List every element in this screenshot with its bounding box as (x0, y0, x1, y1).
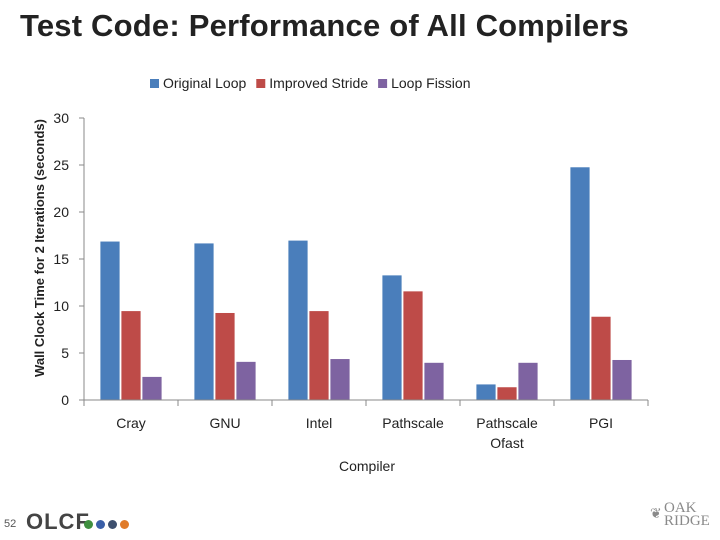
y-tick-label: 10 (53, 298, 69, 314)
y-tick-label: 30 (53, 110, 69, 126)
x-axis: Cray GNU Intel Pathscale Pathscale Ofast PGI (83, 399, 649, 451)
bar-original-loop (287, 239, 309, 401)
bar-original-loop (381, 274, 403, 401)
y-tick-label: 20 (53, 204, 69, 220)
leaf-icon: ❦ (650, 507, 662, 522)
bar-original-loop (193, 242, 215, 401)
bar-loop-fission (141, 376, 163, 401)
bar-loop-fission (235, 361, 257, 401)
legend-swatch (378, 79, 388, 88)
bar-loop-fission (423, 361, 445, 401)
logo-dot-navy (108, 520, 117, 529)
bar-loop-fission (611, 359, 633, 401)
y-axis: 0 5 10 15 20 25 30 (53, 110, 85, 408)
logo-dot-orange (120, 520, 129, 529)
bar-improved-stride (120, 310, 142, 401)
logo-dots (84, 520, 129, 529)
logo-dot-green (84, 520, 93, 529)
legend-swatch (150, 79, 159, 88)
chart-bars (99, 166, 633, 401)
x-tick-label: PGI (589, 415, 613, 431)
legend-swatch (256, 79, 266, 88)
x-tick-label: Pathscale (382, 415, 444, 431)
y-axis-label: Wall Clock Time for 2 Iterations (second… (32, 119, 47, 377)
legend-entry: Original Loop (163, 75, 246, 91)
bar-improved-stride (402, 290, 424, 401)
chart-legend: Original Loop Improved Stride Loop Fission (150, 75, 471, 91)
bar-loop-fission (517, 361, 539, 401)
oak-ridge-logo-line1: OAK (664, 500, 697, 516)
x-tick-label: Cray (116, 415, 146, 431)
bar-improved-stride (214, 312, 236, 401)
x-axis-label: Compiler (339, 458, 395, 474)
y-tick-label: 25 (53, 157, 69, 173)
olcf-logo: OLCF (26, 509, 90, 534)
x-tick-label: GNU (209, 415, 240, 431)
legend-entry: Loop Fission (391, 75, 470, 91)
y-tick-label: 15 (53, 251, 69, 267)
page-number: 52 (4, 518, 17, 530)
bar-chart: Original Loop Improved Stride Loop Fission… (32, 75, 649, 474)
y-tick-label: 5 (61, 345, 69, 361)
bar-loop-fission (329, 358, 351, 401)
x-tick-label: Intel (306, 415, 332, 431)
bar-improved-stride (496, 386, 518, 401)
bar-improved-stride (590, 315, 612, 401)
bar-improved-stride (308, 310, 330, 401)
legend-entry: Improved Stride (269, 75, 368, 91)
x-tick-label: Pathscale Ofast (476, 415, 538, 451)
oak-ridge-logo-line2: RIDGE (664, 513, 710, 529)
slide-title: Test Code: Performance of All Compilers (20, 8, 629, 43)
bar-original-loop (569, 166, 591, 401)
oak-ridge-logo: ❦ OAK RIDGE (650, 500, 714, 536)
y-tick-label: 0 (61, 392, 69, 408)
logo-dot-blue (96, 520, 105, 529)
bar-original-loop (475, 383, 497, 401)
bar-original-loop (99, 240, 121, 401)
